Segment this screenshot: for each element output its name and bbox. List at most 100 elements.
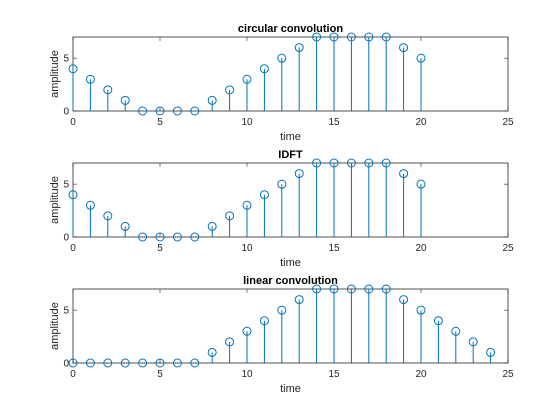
- stem-marker: [312, 284, 322, 294]
- stem-marker: [103, 358, 113, 368]
- stem-marker: [190, 358, 200, 368]
- x-axis-label: time: [280, 257, 301, 269]
- stem-marker: [155, 358, 165, 368]
- subplot-1: 0 5 10 15 20 25 0 5 circular convolution time ampl…: [49, 23, 514, 143]
- stem-marker: [416, 179, 426, 189]
- y-tick-label: 0: [63, 107, 69, 118]
- stem-marker: [103, 211, 113, 221]
- axes-box: [72, 36, 509, 112]
- stem-marker: [294, 169, 304, 179]
- stem-marker: [242, 200, 252, 210]
- x-tick-label: 20: [415, 369, 427, 380]
- stem-marker: [190, 106, 200, 116]
- stem-marker: [381, 284, 391, 294]
- stem-marker: [172, 358, 182, 368]
- stem-marker: [416, 53, 426, 63]
- stem-marker: [381, 32, 391, 42]
- stem-marker: [329, 284, 339, 294]
- x-tick-label: 15: [328, 117, 340, 128]
- x-tick-label: 20: [415, 243, 427, 254]
- x-axis-label: time: [280, 383, 301, 395]
- stem-marker: [155, 232, 165, 242]
- y-tick-label: 0: [63, 359, 69, 370]
- stem-marker: [486, 347, 496, 357]
- stem-marker: [242, 326, 252, 336]
- stem-marker: [451, 326, 461, 336]
- stem-marker: [103, 85, 113, 95]
- x-tick-label: 5: [157, 117, 163, 128]
- stem-marker: [312, 158, 322, 168]
- stem-marker: [399, 169, 409, 179]
- stem-marker: [346, 32, 356, 42]
- x-tick-label: 0: [70, 117, 76, 128]
- stem-marker: [364, 158, 374, 168]
- x-axis-label: time: [280, 131, 301, 143]
- stem-marker: [85, 74, 95, 84]
- stem-marker: [416, 305, 426, 315]
- x-tick-label: 10: [241, 369, 253, 380]
- x-tick-label: 0: [70, 369, 76, 380]
- stem-marker: [225, 211, 235, 221]
- x-tick-label: 15: [328, 243, 340, 254]
- y-tick-label: 5: [63, 54, 69, 65]
- x-tick-label: 25: [502, 243, 514, 254]
- stem-marker: [120, 95, 130, 105]
- x-tick-label: 25: [502, 117, 514, 128]
- stem-marker: [207, 221, 217, 231]
- stem-marker: [68, 358, 78, 368]
- stem-marker: [172, 232, 182, 242]
- stem-marker: [120, 358, 130, 368]
- stem-marker: [207, 347, 217, 357]
- stem-marker: [259, 64, 269, 74]
- y-tick-label: 0: [63, 233, 69, 244]
- stem-marker: [277, 179, 287, 189]
- x-tick-label: 15: [328, 369, 340, 380]
- stem-marker: [329, 32, 339, 42]
- stem-marker: [68, 190, 78, 200]
- y-axis-label: amplitude: [49, 302, 61, 350]
- stem-marker: [155, 106, 165, 116]
- stem-marker: [329, 158, 339, 168]
- y-axis-label: amplitude: [49, 50, 61, 98]
- stem-marker: [399, 43, 409, 53]
- axes-box: [72, 288, 509, 364]
- x-tick-label: 5: [157, 369, 163, 380]
- x-tick-label: 10: [241, 117, 253, 128]
- stem-marker: [138, 106, 148, 116]
- stem-marker: [207, 95, 217, 105]
- stem-marker: [468, 337, 478, 347]
- subplot-3: 0 5 10 15 20 25 0 5 linear convolution time amplit…: [49, 275, 514, 395]
- x-tick-label: 5: [157, 243, 163, 254]
- x-tick-label: 10: [241, 243, 253, 254]
- stem-marker: [68, 64, 78, 74]
- stem-marker: [242, 74, 252, 84]
- stem-marker: [138, 358, 148, 368]
- stem-marker: [85, 358, 95, 368]
- stem-marker: [259, 316, 269, 326]
- stem-marker: [277, 53, 287, 63]
- stem-marker: [433, 316, 443, 326]
- axes-box: [72, 162, 509, 238]
- stem-marker: [225, 85, 235, 95]
- chart-title: IDFT: [278, 149, 303, 161]
- stem-marker: [85, 200, 95, 210]
- stem-marker: [294, 43, 304, 53]
- y-tick-label: 5: [63, 306, 69, 317]
- stem-marker: [225, 337, 235, 347]
- stem-marker: [294, 295, 304, 305]
- stem-marker: [399, 295, 409, 305]
- stem-marker: [364, 32, 374, 42]
- y-tick-label: 5: [63, 180, 69, 191]
- stem-marker: [277, 305, 287, 315]
- stem-marker: [312, 32, 322, 42]
- chart-title: linear convolution: [243, 275, 338, 287]
- stem-marker: [138, 232, 148, 242]
- stem-marker: [381, 158, 391, 168]
- subplot-2: 0 5 10 15 20 25 0 5 IDFT time amplitude: [49, 149, 514, 269]
- stem-marker: [346, 158, 356, 168]
- y-axis-label: amplitude: [49, 176, 61, 224]
- stem-marker: [172, 106, 182, 116]
- stem-marker: [364, 284, 374, 294]
- chart-title: circular convolution: [238, 23, 343, 35]
